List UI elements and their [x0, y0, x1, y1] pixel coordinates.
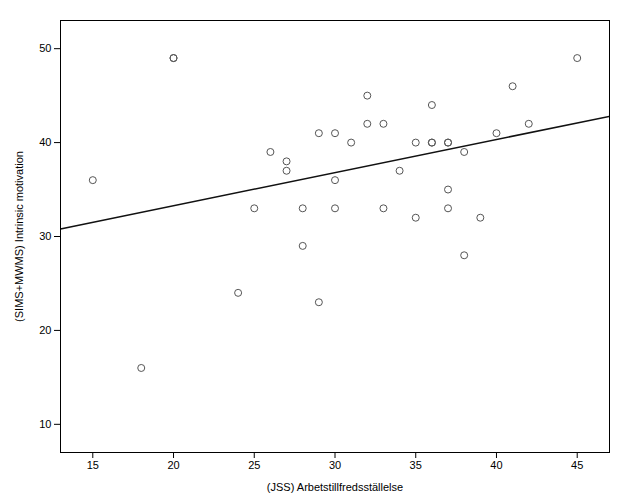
svg-text:45: 45 — [571, 459, 583, 471]
svg-text:(JSS) Arbetstillfredsställelse: (JSS) Arbetstillfredsställelse — [267, 481, 403, 493]
svg-text:10: 10 — [39, 418, 51, 430]
svg-text:50: 50 — [39, 42, 51, 54]
svg-text:(SIMS+MWMS) Intrinsic motivati: (SIMS+MWMS) Intrinsic motivation — [13, 151, 25, 322]
svg-text:30: 30 — [39, 230, 51, 242]
svg-text:40: 40 — [39, 136, 51, 148]
svg-text:40: 40 — [490, 459, 502, 471]
svg-text:35: 35 — [410, 459, 422, 471]
svg-text:15: 15 — [87, 459, 99, 471]
svg-text:20: 20 — [167, 459, 179, 471]
svg-text:20: 20 — [39, 324, 51, 336]
svg-text:25: 25 — [248, 459, 260, 471]
svg-text:30: 30 — [329, 459, 341, 471]
